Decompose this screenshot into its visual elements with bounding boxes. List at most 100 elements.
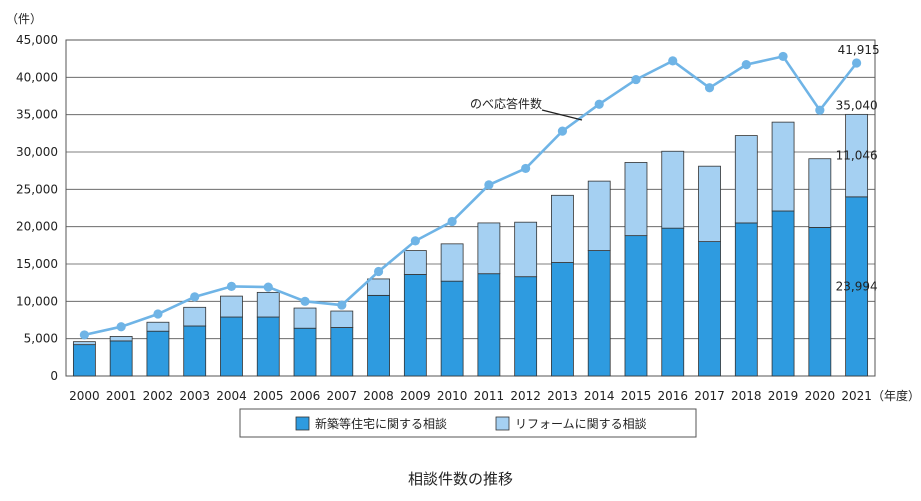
bar-new-housing	[403, 274, 427, 377]
bar-reform	[146, 321, 170, 332]
bar-reform	[293, 307, 317, 329]
bar-new-housing	[477, 273, 501, 377]
data-label-total_last: 35,040	[836, 98, 878, 112]
legend-swatch-new-housing	[295, 416, 310, 431]
line-point	[557, 126, 568, 136]
legend-label-new-housing: 新築等住宅に関する相談	[315, 416, 447, 431]
bar-reform	[220, 295, 243, 318]
y-tick-label: 15,000	[16, 257, 58, 271]
x-tick-label: 2015	[621, 389, 652, 403]
bar-new-housing	[514, 276, 538, 377]
line-point	[594, 99, 604, 109]
line-point	[668, 56, 678, 66]
line-point	[410, 236, 420, 246]
x-tick-label: 2007	[327, 389, 358, 403]
line-series	[79, 51, 862, 340]
bar-new-housing	[808, 227, 832, 377]
y-tick-label: 25,000	[16, 182, 58, 196]
x-axis-unit: （年度）	[872, 388, 920, 403]
bar-new-housing	[220, 316, 243, 377]
x-tick-label: 2021	[841, 389, 872, 403]
bar-new-housing	[146, 330, 170, 377]
series-annotation: のべ応答件数	[470, 96, 583, 121]
line-point	[852, 58, 862, 68]
data-label-line_last: 41,915	[838, 43, 880, 57]
data-label-upper_last: 11,046	[836, 149, 878, 163]
x-tick-label: 2013	[547, 389, 578, 403]
x-tick-label: 2012	[510, 389, 541, 403]
legend-label-reform: リフォームに関する相談	[515, 416, 647, 431]
bar-reform	[808, 158, 832, 228]
plot-area-border	[65, 39, 876, 377]
bar-reform	[109, 336, 133, 342]
bar-new-housing	[624, 235, 648, 377]
line-point	[226, 281, 237, 291]
y-axis-unit: （件）	[6, 12, 42, 26]
line-total-responses	[84, 54, 858, 337]
x-tick-label: 2020	[805, 389, 836, 403]
x-tick-label: 2018	[731, 389, 762, 403]
legend-box	[239, 408, 697, 438]
x-tick-label: 2005	[253, 389, 284, 403]
bar-reform	[698, 165, 721, 242]
y-tick-label: 30,000	[16, 145, 58, 159]
bar-reform	[734, 135, 758, 224]
bar-reform	[661, 150, 685, 229]
legend-swatch-reform	[495, 416, 510, 431]
bar-new-housing	[72, 344, 96, 377]
data-label-lower_last: 23,994	[836, 279, 878, 293]
line-point	[263, 282, 273, 292]
y-tick-label: 45,000	[16, 33, 58, 47]
bar-reform	[845, 113, 869, 198]
bar-reform	[514, 221, 538, 278]
line-point	[373, 266, 384, 277]
figure-caption: 相談件数の推移	[407, 470, 513, 488]
bar-new-housing	[734, 222, 758, 377]
bar-new-housing	[551, 262, 574, 377]
bars	[72, 113, 869, 377]
x-tick-label: 2017	[694, 389, 725, 403]
x-tick-label: 2001	[106, 389, 137, 403]
bar-new-housing	[109, 340, 133, 377]
x-tick-label: 2006	[290, 389, 321, 403]
line-point	[484, 180, 494, 190]
data-labels: 41,915 35,040 11,046 23,994	[836, 43, 880, 293]
y-tick-label: 0	[50, 369, 58, 383]
bar-new-housing	[440, 280, 464, 377]
x-axis-ticks: 2000 2001 2002 2003 2004 2005 2006 2007 2008 2009…	[69, 389, 872, 403]
x-tick-label: 2002	[143, 389, 174, 403]
y-tick-label: 20,000	[16, 220, 58, 234]
x-tick-label: 2019	[768, 389, 799, 403]
line-point	[337, 300, 347, 310]
x-tick-label: 2014	[584, 389, 615, 403]
bar-new-housing	[330, 327, 354, 377]
line-point	[447, 216, 457, 227]
chart: 0 5,000 10,000 15,000 20,000 25,000 30,000 35,0…	[6, 12, 920, 438]
line-point	[190, 292, 200, 302]
bar-new-housing	[293, 327, 317, 377]
x-tick-label: 2009	[400, 389, 431, 403]
bar-new-housing	[183, 325, 207, 377]
bar-reform	[183, 306, 207, 327]
bar-new-housing	[256, 316, 280, 377]
x-tick-label: 2010	[437, 389, 468, 403]
line-point	[741, 60, 751, 70]
x-tick-label: 2011	[474, 389, 505, 403]
bar-new-housing	[771, 210, 795, 377]
bar-reform	[551, 194, 574, 263]
y-tick-label: 40,000	[16, 70, 58, 84]
line-point	[153, 309, 163, 319]
bar-reform	[256, 291, 280, 318]
bar-reform	[72, 341, 96, 346]
x-tick-label: 2004	[216, 389, 247, 403]
line-point	[521, 163, 531, 174]
bar-reform	[624, 162, 648, 237]
y-tick-label: 5,000	[24, 332, 58, 346]
bar-reform	[330, 310, 354, 328]
line-point	[778, 51, 788, 62]
bar-reform	[587, 180, 611, 251]
bar-reform	[403, 250, 427, 275]
bar-reform	[440, 243, 464, 282]
line-point	[631, 74, 641, 85]
bar-new-housing	[367, 294, 390, 377]
